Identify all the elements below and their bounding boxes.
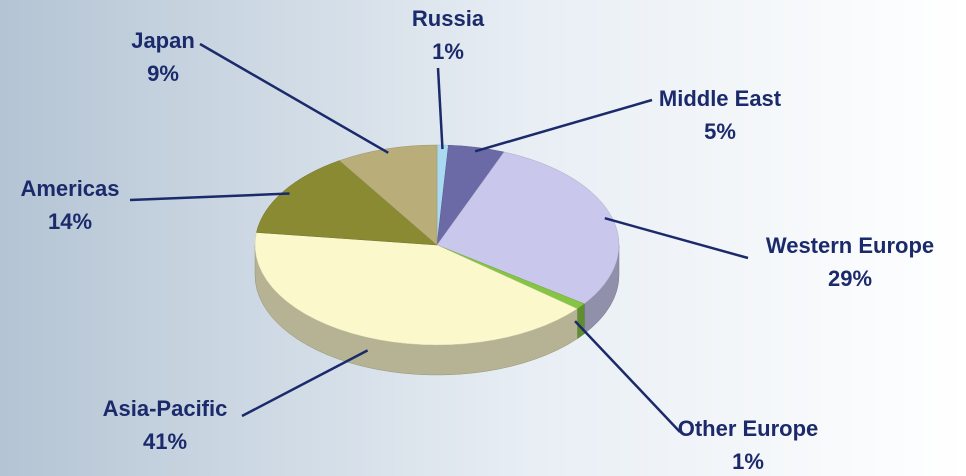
leader-line: [199, 42, 389, 154]
slice-value-label: 5%: [704, 119, 736, 144]
slice-label: Asia-Pacific: [103, 396, 228, 421]
slice-label: Americas: [20, 176, 119, 201]
leader-line: [574, 320, 681, 433]
leader-line: [474, 98, 653, 153]
leader-line: [129, 192, 290, 202]
slice-value-label: 1%: [432, 39, 464, 64]
leader-line: [604, 217, 749, 260]
slice-label: Russia: [412, 6, 485, 31]
slice-label: Middle East: [659, 86, 782, 111]
slice-label: Japan: [131, 28, 195, 53]
slice: [256, 160, 438, 246]
slice-label: Western Europe: [766, 233, 934, 258]
slice: [254, 232, 578, 346]
leader-line: [241, 349, 369, 418]
slice: [436, 151, 620, 305]
slice: [338, 144, 438, 246]
slice-value-label: 14%: [48, 209, 92, 234]
slice-value-label: 29%: [828, 266, 872, 291]
slice-depth: [576, 303, 585, 340]
slice-value-label: 1%: [732, 449, 764, 474]
slice-value-label: 9%: [147, 61, 179, 86]
slice-label: Other Europe: [678, 416, 819, 441]
slice-value-label: 41%: [143, 429, 187, 454]
leader-line: [436, 67, 444, 150]
